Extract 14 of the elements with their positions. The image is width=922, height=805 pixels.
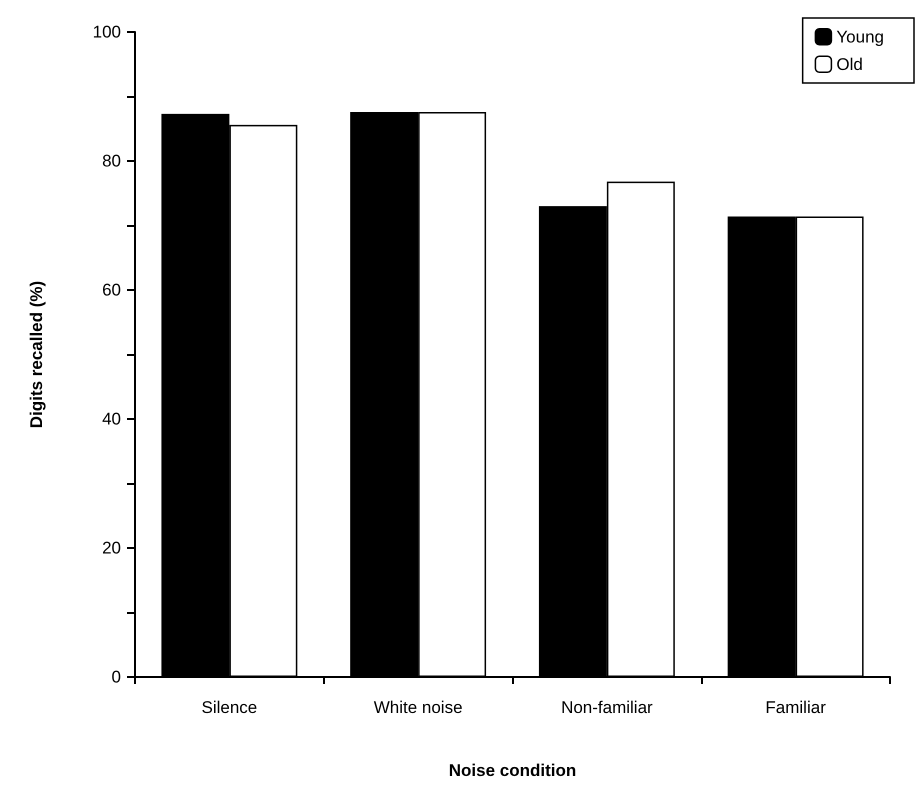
y-tick-label: 20 xyxy=(102,538,121,558)
x-tick-label: Familiar xyxy=(765,698,826,717)
y-tick-label: 100 xyxy=(92,22,121,42)
x-tick-label: White noise xyxy=(374,698,463,717)
y-tick-label: 80 xyxy=(102,152,121,170)
y-axis-title: Digits recalled (%) xyxy=(27,280,46,428)
legend-label: Young xyxy=(836,27,884,46)
x-axis-title: Noise condition xyxy=(448,761,576,780)
y-tick-label: 40 xyxy=(102,410,121,428)
y-tick-label: 0 xyxy=(112,668,121,686)
x-tick-label: Non-familiar xyxy=(561,698,654,717)
x-tick-label: Silence xyxy=(201,698,258,717)
legend-label: Old xyxy=(836,54,863,74)
y-tick-label: 60 xyxy=(102,280,121,300)
